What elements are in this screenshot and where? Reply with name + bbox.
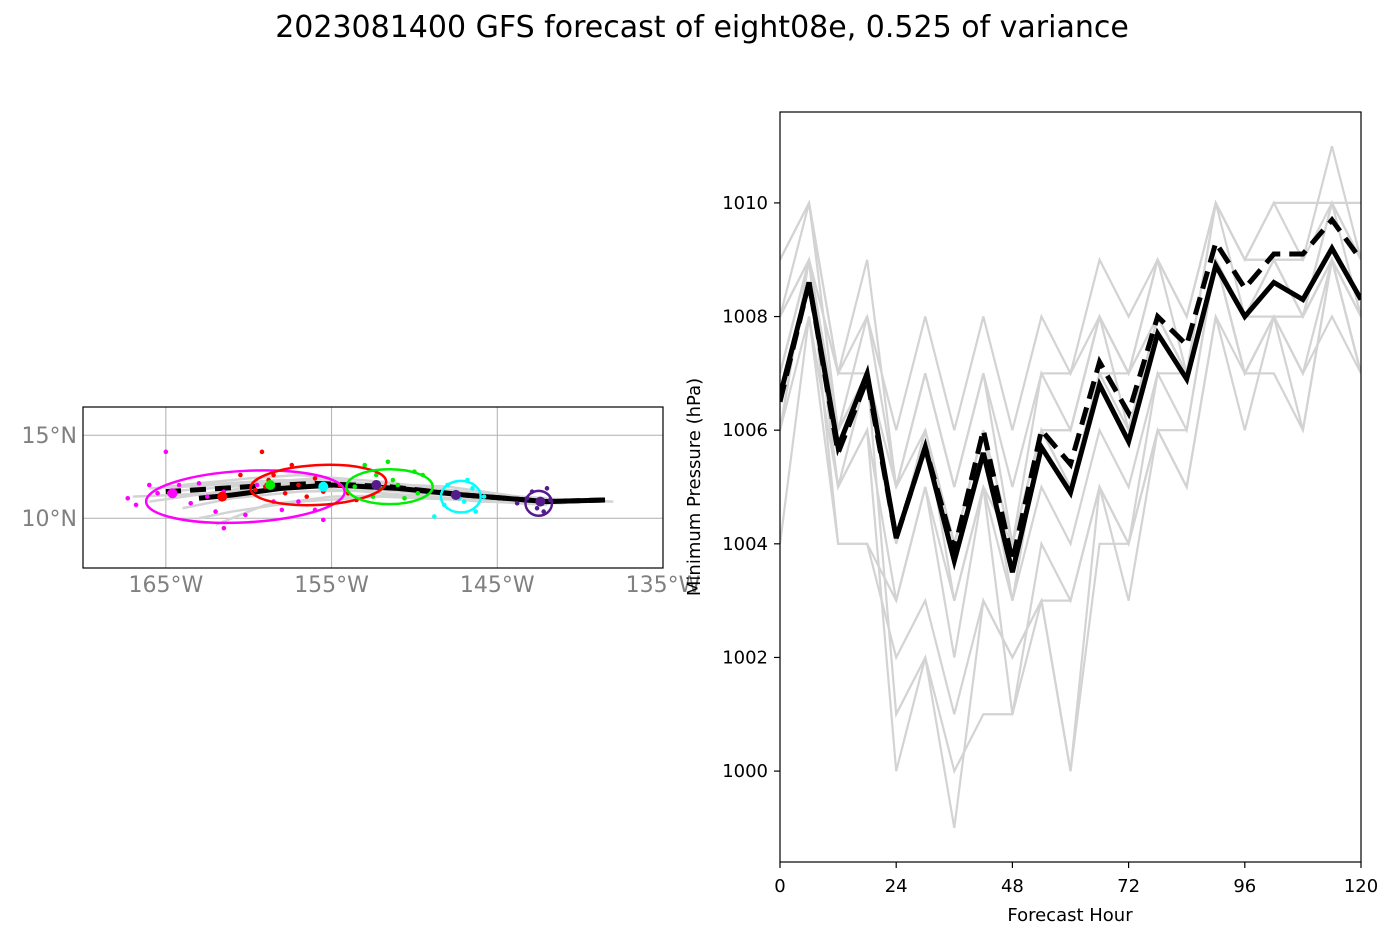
map-position-1-0 [259,449,265,455]
map-position-3-6 [481,494,487,499]
pressure-member-line-10 [780,259,1361,775]
pressure-xtick-label-0: 0 [774,876,785,897]
map-mean-position-3 [318,481,329,492]
map-position-0-13 [254,482,260,488]
map-ellipse-0 [144,469,346,525]
map-position-0-19 [176,482,182,488]
map-position-3-5 [461,499,467,504]
map-xtick-label-1: 155°W [294,573,369,598]
map-position-3-3 [473,509,479,514]
map-position-0-15 [320,517,326,523]
pressure-axes-frame [779,111,1362,863]
pressure-mean-line-solid [780,243,1361,573]
map-position-3-4 [432,514,437,519]
map-member-positions [125,449,553,531]
map-position-0-14 [296,499,301,504]
pressure-ytick-label-2: 1004 [722,534,768,555]
map-mean-track-solid [198,482,606,505]
map-mean-position-2 [265,480,276,491]
map-position-2-10 [390,477,396,483]
map-position-1-13 [312,476,318,481]
pressure-ytick-label-1: 1002 [722,647,768,668]
map-mean-position-1 [217,491,228,502]
map-position-2-7 [402,495,407,501]
map-mean-position-5 [450,489,461,500]
map-position-0-7 [279,507,285,513]
pressure-xtick-label-4: 96 [1233,876,1256,897]
map-position-2-8 [352,484,358,489]
map-position-2-9 [415,491,421,496]
map-position-1-4 [296,482,301,488]
map-position-0-17 [146,482,152,488]
pressure-ytick-label-3: 1006 [722,420,768,441]
pressure-mean-lines [780,215,1361,573]
pressure-xtick-label-2: 48 [1001,876,1024,897]
map-tick-labels: 165°W 155°W 145°W 135°W 10°N 15°N [22,424,701,598]
pressure-ytick-label-5: 1010 [722,193,768,214]
map-position-0-12 [155,491,160,496]
pressure-member-line-1 [780,145,1361,488]
map-position-4-2 [514,500,520,506]
map-mean-track-dashed [165,480,606,505]
map-mean-position-4 [371,480,382,491]
map-position-0-10 [125,495,131,501]
map-mean-position-0 [167,488,178,499]
map-frame [82,406,664,569]
map-uncertainty-ellipses [144,463,554,525]
pressure-xtick-label-1: 24 [885,876,908,897]
pressure-ytick-label-0: 1000 [722,761,768,782]
map-position-0-0 [163,449,169,455]
map-position-1-8 [304,494,310,499]
map-ytick-label-0: 10°N [22,507,77,532]
map-position-0-18 [204,494,210,499]
map-position-1-12 [253,487,258,493]
pressure-xlabel: Forecast Hour [1007,905,1133,926]
map-position-1-2 [271,472,276,478]
map-position-0-1 [196,481,202,486]
map-position-2-1 [385,459,391,465]
map-position-1-3 [238,472,243,478]
map-position-2-0 [362,462,368,468]
pressure-panel: 0 24 48 72 96 120 1000 1002 1004 1006 1008 1010 For… [684,111,1378,926]
map-position-4-5 [534,505,540,511]
pressure-ticks: 0 24 48 72 96 120 1000 1002 1004 1006 1008 1010 [722,193,1378,897]
map-position-0-11 [188,500,194,506]
map-ytick-label-1: 15°N [22,424,77,449]
pressure-ylabel: Minimum Pressure (hPa) [684,378,705,596]
map-xtick-label-2: 145°W [460,573,535,598]
pressure-member-line-2 [780,256,1361,545]
map-ellipse-2 [345,467,434,506]
map-position-4-1 [544,486,550,491]
map-ellipse-4 [524,489,554,517]
pressure-mean-line-dashed [780,215,1361,562]
map-position-2-2 [374,472,379,478]
map-ellipse-1 [249,463,388,507]
map-position-3-9 [470,486,475,491]
map-ellipse-3 [439,479,482,514]
map-position-0-6 [221,525,227,531]
map-xtick-label-0: 165°W [128,573,203,598]
map-position-2-5 [395,482,401,488]
pressure-xtick-label-3: 72 [1117,876,1140,897]
pressure-xtick-label-5: 120 [1344,876,1378,897]
map-position-0-4 [213,509,218,514]
track-map-panel: 165°W 155°W 145°W 135°W 10°N 15°N [22,406,701,598]
map-mean-tracks [165,480,606,505]
pressure-ytick-label-4: 1008 [722,307,768,328]
map-position-1-1 [289,462,295,468]
map-mean-position-6 [535,496,546,507]
pressure-member-line-9 [780,199,1361,545]
map-xtick-label-3: 135°W [626,573,701,598]
map-position-1-11 [282,491,288,496]
map-position-0-5 [133,502,139,508]
map-position-4-3 [541,509,546,514]
figure-title: 2023081400 GFS forecast of eight08e, 0.5… [275,10,1129,45]
map-position-0-16 [243,512,248,518]
